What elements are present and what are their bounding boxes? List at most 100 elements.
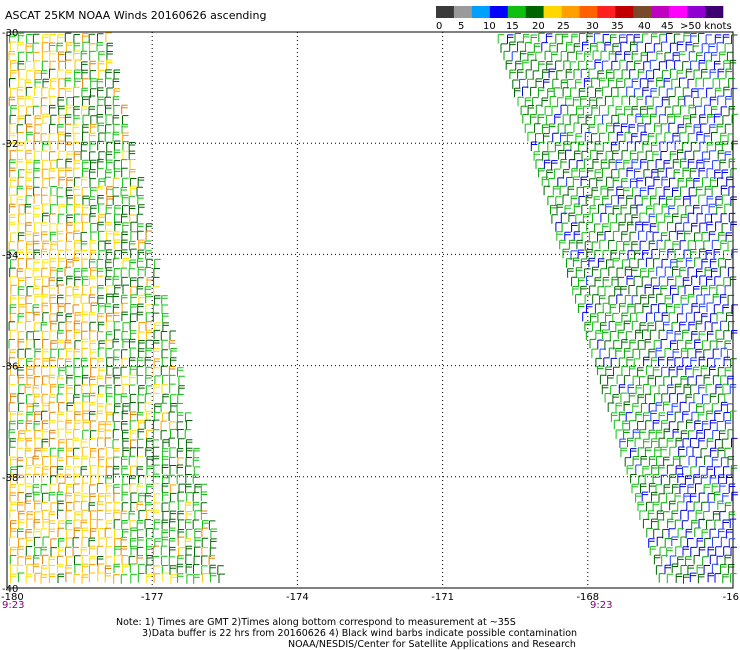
wind-barb (673, 33, 681, 44)
wind-barb (497, 34, 505, 44)
wind-barb (707, 546, 715, 557)
wind-barb (97, 167, 104, 178)
wind-barb (677, 473, 684, 484)
wind-barb (593, 33, 601, 43)
wind-barb (169, 456, 176, 467)
wind-barb (81, 509, 88, 520)
wind-barb (642, 141, 649, 151)
wind-barb (169, 518, 176, 529)
wind-barb (25, 303, 32, 313)
wind-barb (675, 573, 683, 583)
wind-barb (717, 95, 724, 106)
wind-barb (654, 312, 661, 322)
wind-barb (637, 394, 644, 404)
wind-barb (73, 429, 80, 439)
wind-barb (66, 385, 73, 395)
wind-barb (136, 546, 144, 557)
wind-barb (89, 275, 96, 286)
wind-barb (650, 304, 658, 314)
wind-barb (677, 528, 685, 538)
wind-barb (576, 239, 583, 250)
wind-barb (25, 312, 32, 322)
wind-barb (201, 537, 209, 548)
wind-barb (25, 295, 32, 305)
wind-barb (96, 375, 104, 386)
wind-barb (651, 33, 658, 43)
wind-barb (606, 259, 613, 269)
wind-barb (664, 266, 672, 277)
wind-barb (16, 149, 24, 160)
wind-barb (130, 492, 137, 502)
wind-barb (129, 402, 136, 412)
wind-barb (612, 150, 619, 160)
wind-barb (647, 510, 655, 520)
wind-barb (653, 203, 660, 213)
wind-barb (708, 231, 716, 241)
wind-barb (559, 239, 566, 250)
wind-barb (722, 573, 729, 584)
wind-barb (534, 123, 541, 133)
wind-barb (97, 195, 104, 205)
wind-barb (719, 294, 727, 304)
wind-barb (169, 447, 176, 457)
wind-barb (690, 466, 697, 476)
wind-barb (688, 455, 695, 466)
wind-barb (619, 59, 626, 70)
wind-barb (696, 213, 703, 223)
wind-barb (698, 437, 705, 448)
wind-barb (89, 420, 97, 430)
wind-barb (81, 330, 88, 341)
wind-barb (113, 421, 121, 431)
wind-barb (162, 510, 169, 521)
wind-barb (629, 231, 636, 242)
wind-barb (551, 160, 558, 170)
wind-barb (632, 187, 639, 197)
wind-barb (129, 347, 137, 358)
wind-barb (48, 42, 56, 52)
wind-barb (591, 266, 599, 277)
wind-barb (592, 212, 599, 223)
wind-barb (695, 456, 703, 467)
wind-barb (88, 33, 96, 44)
wind-barb (666, 464, 674, 475)
wind-barb (616, 294, 623, 304)
wind-barb (682, 546, 689, 556)
wind-barb (658, 493, 665, 503)
wind-barb (705, 34, 713, 44)
wind-barb (66, 374, 73, 385)
wind-barb (177, 500, 185, 510)
wind-barb (73, 268, 81, 278)
wind-barb (632, 348, 639, 359)
wind-barb (106, 357, 113, 367)
wind-barb (706, 87, 713, 98)
wind-barb (692, 447, 699, 457)
wind-barb (8, 402, 16, 412)
wind-barb (18, 303, 25, 314)
wind-barb (575, 267, 583, 277)
wind-barb (178, 375, 185, 386)
wind-barb (599, 295, 606, 305)
wind-barb (153, 519, 161, 529)
wind-barb (16, 447, 24, 458)
wind-barb (65, 365, 72, 376)
wind-barb (169, 465, 176, 475)
wind-barb (33, 536, 41, 547)
wind-barb (580, 176, 588, 187)
wind-barb (138, 331, 145, 341)
wind-barb (573, 43, 581, 53)
wind-barb (711, 132, 718, 142)
wind-barb (640, 159, 647, 169)
wind-barb (658, 303, 665, 313)
wind-barb (642, 250, 649, 260)
wind-barb (590, 43, 597, 53)
wind-barb (42, 78, 49, 89)
wind-barb (666, 411, 674, 421)
wind-barb (177, 573, 184, 583)
wind-barb (34, 222, 41, 232)
wind-barb (629, 365, 636, 376)
note-line-1: Note: 1) Times are GMT 2)Times along bot… (116, 617, 516, 628)
wind-barb (669, 555, 677, 565)
wind-barb (89, 43, 96, 53)
wind-barb (73, 483, 80, 493)
